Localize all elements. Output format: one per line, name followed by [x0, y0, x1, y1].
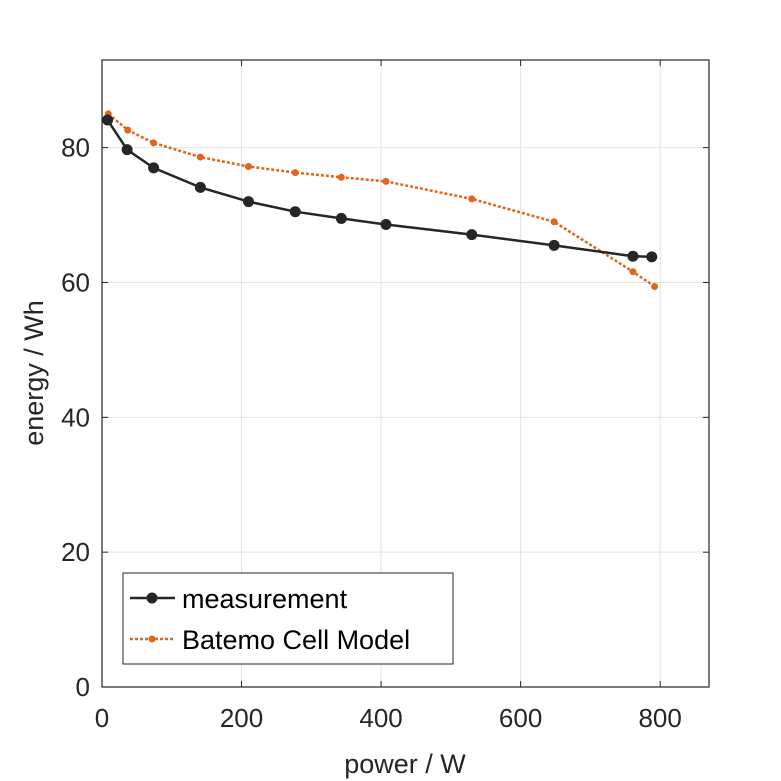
- y-tick-label: 20: [61, 537, 90, 567]
- legend-label-measurement: measurement: [182, 584, 348, 614]
- y-tick-label: 0: [76, 672, 90, 702]
- data-point-batemo: [337, 173, 345, 181]
- data-point-measurement: [466, 229, 478, 241]
- data-point-batemo: [196, 153, 204, 161]
- data-point-measurement: [243, 196, 255, 208]
- data-point-batemo: [651, 283, 659, 291]
- data-point-measurement: [121, 144, 133, 156]
- data-point-batemo: [150, 139, 158, 147]
- data-point-batemo: [629, 268, 637, 276]
- data-point-measurement: [102, 114, 114, 126]
- x-tick-label: 0: [95, 703, 109, 733]
- x-tick-label: 400: [359, 703, 402, 733]
- legend: measurement Batemo Cell Model: [122, 572, 454, 665]
- data-point-batemo: [245, 163, 253, 171]
- data-point-measurement: [289, 206, 301, 218]
- x-tick-label: 800: [638, 703, 681, 733]
- data-point-measurement: [627, 250, 639, 262]
- series-line-batemo: [107, 112, 656, 288]
- y-tick-label: 60: [61, 267, 90, 297]
- y-tick-label: 40: [61, 402, 90, 432]
- legend-label-batemo: Batemo Cell Model: [182, 625, 410, 655]
- data-point-measurement: [646, 251, 658, 263]
- data-point-batemo: [124, 126, 132, 134]
- data-point-measurement: [194, 181, 206, 193]
- legend-box: [122, 572, 454, 665]
- data-point-measurement: [335, 212, 347, 224]
- data-point-batemo: [550, 218, 558, 226]
- data-point-batemo: [382, 177, 390, 185]
- y-axis-label: energy / Wh: [19, 300, 49, 446]
- axis-ticks: 0 200 400 600 800 0 20 40 60 80: [61, 60, 709, 733]
- legend-marker-measurement: [146, 592, 158, 604]
- legend-marker-batemo: [148, 635, 156, 643]
- data-point-measurement: [548, 239, 560, 251]
- data-point-batemo: [291, 169, 299, 177]
- x-axis-label: power / W: [344, 749, 466, 779]
- y-tick-label: 80: [61, 133, 90, 163]
- plot-frame: [101, 59, 710, 688]
- x-tick-label: 600: [499, 703, 542, 733]
- data-point-measurement: [148, 162, 160, 174]
- series-layer: [102, 110, 659, 291]
- x-tick-label: 200: [220, 703, 263, 733]
- data-point-measurement: [380, 219, 392, 231]
- data-point-batemo: [468, 195, 476, 203]
